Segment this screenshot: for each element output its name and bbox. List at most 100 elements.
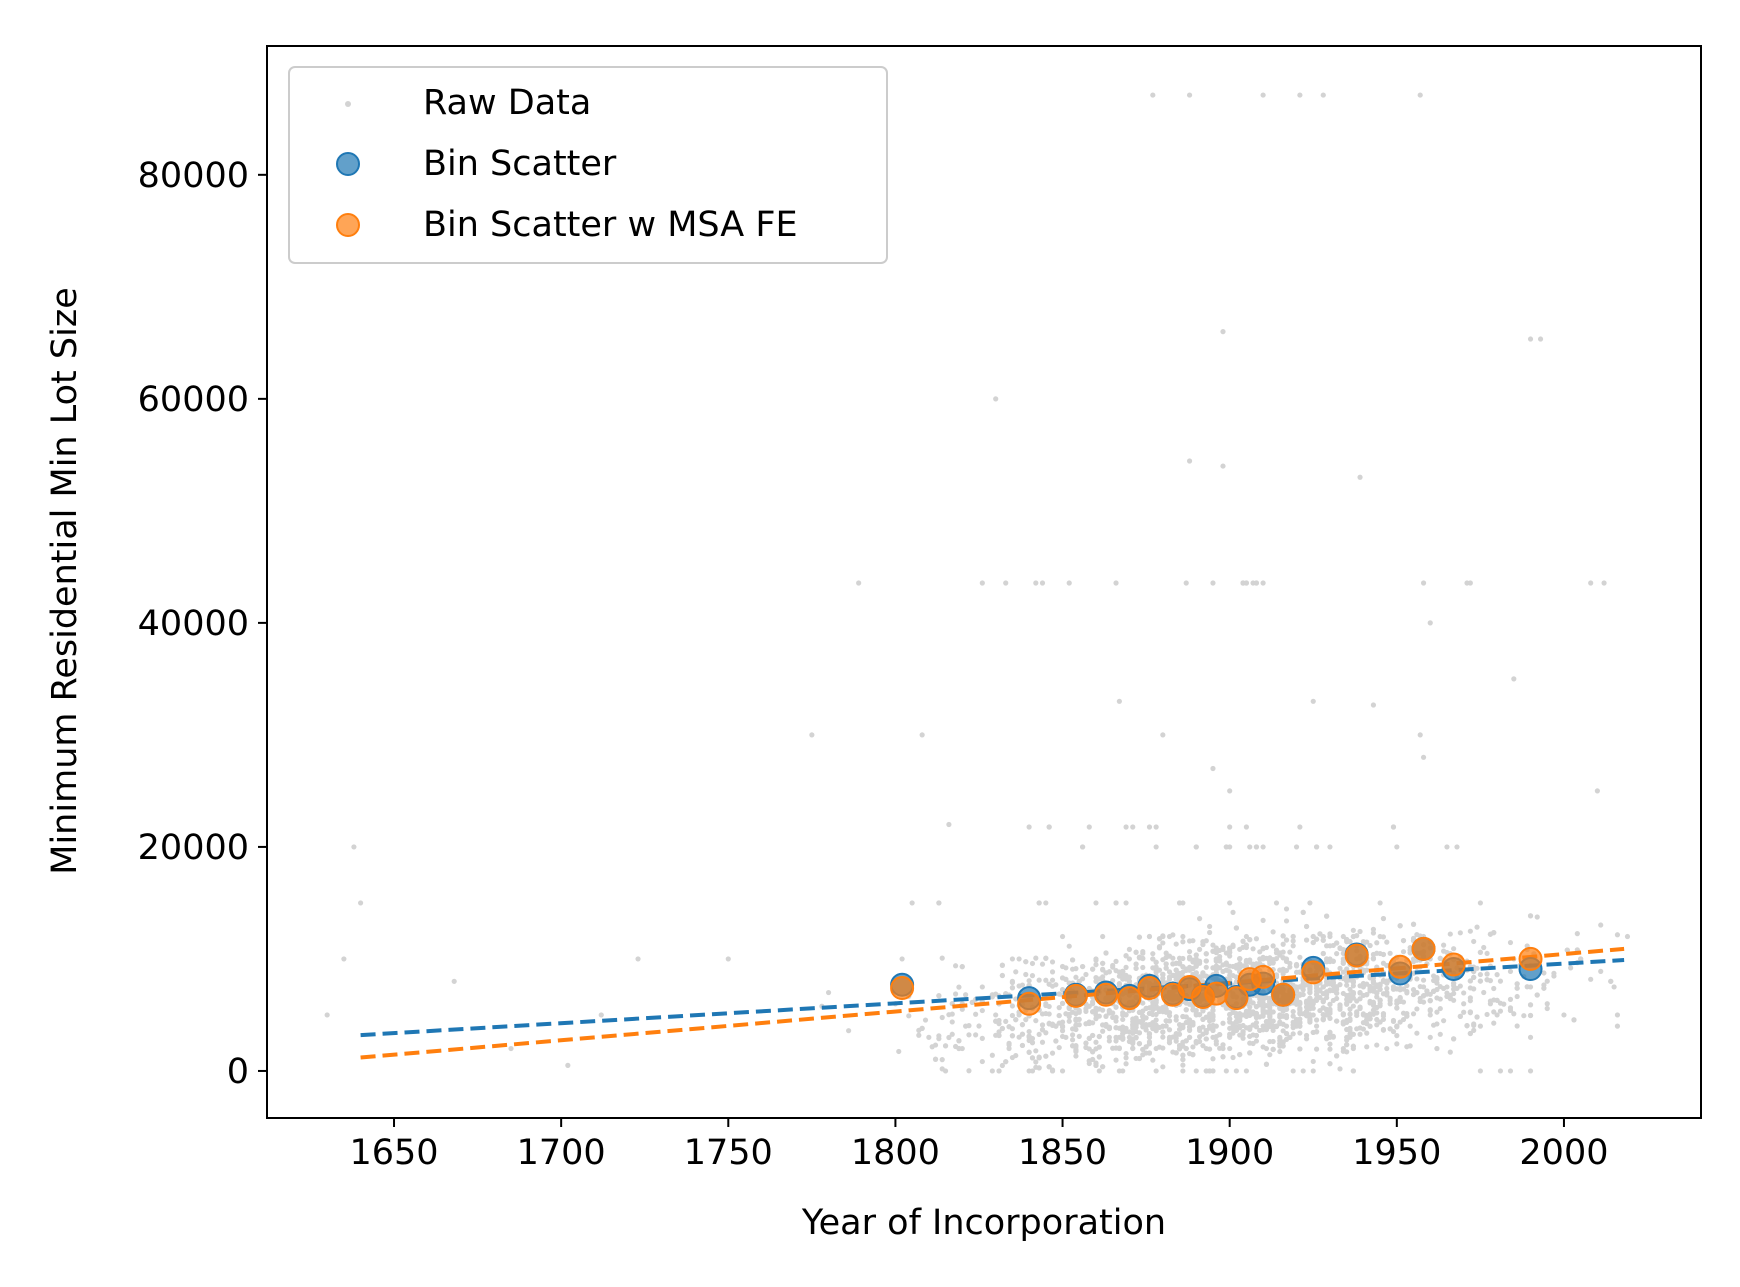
raw-data-point [1176, 955, 1183, 961]
raw-data-point [1123, 824, 1129, 830]
raw-data-point [1611, 984, 1617, 990]
raw-data-point [1370, 926, 1377, 932]
raw-data-point [1136, 1041, 1143, 1047]
raw-data-point [1471, 1022, 1477, 1028]
raw-data-point [1420, 984, 1427, 990]
raw-data-point [1197, 916, 1203, 922]
raw-data-point [1334, 940, 1340, 946]
raw-data-point [1427, 620, 1433, 626]
raw-data-point [1350, 989, 1356, 996]
raw-data-point [1367, 984, 1373, 990]
raw-data-point [1016, 956, 1022, 962]
raw-data-point [1230, 1054, 1236, 1061]
raw-data-point [949, 1031, 955, 1037]
raw-data-point [1457, 1013, 1463, 1019]
raw-data-point [1076, 1033, 1082, 1039]
raw-data-point [1263, 1019, 1270, 1025]
raw-data-point [1056, 991, 1062, 997]
raw-data-point [1043, 955, 1049, 961]
raw-data-point [1096, 1033, 1102, 1040]
raw-data-point [1006, 1024, 1012, 1030]
raw-data-point [1090, 999, 1096, 1005]
raw-data-point [1434, 986, 1440, 993]
raw-data-point [1033, 1048, 1039, 1054]
raw-data-point [1441, 1018, 1447, 1024]
bin-scatter-fe-point [1137, 976, 1162, 1001]
raw-data-point [1166, 1018, 1173, 1024]
raw-data-point [1307, 1019, 1313, 1025]
raw-data-point [1183, 1007, 1189, 1013]
raw-data-point [936, 900, 942, 906]
bin-scatter-fe-point [1251, 964, 1276, 989]
raw-data-point [1083, 1040, 1089, 1046]
raw-data-point [1166, 969, 1173, 975]
raw-data-point [1437, 1031, 1443, 1037]
raw-data-point [963, 1023, 969, 1029]
raw-data-point [1324, 979, 1330, 985]
raw-data-point [1253, 844, 1260, 850]
raw-data-point [1243, 959, 1249, 965]
raw-data-point [1170, 1034, 1176, 1040]
raw-data-point [1073, 974, 1079, 980]
raw-data-point [1494, 1012, 1500, 1018]
raw-data-point [1160, 972, 1166, 978]
raw-data-point [1360, 1011, 1366, 1017]
raw-data-point [1227, 945, 1233, 951]
y-tick-label: 20000 [138, 828, 249, 868]
raw-data-point [1059, 1028, 1066, 1034]
raw-data-point [1026, 1033, 1032, 1039]
raw-data-point [1354, 1026, 1360, 1032]
raw-data-point [1069, 966, 1076, 972]
raw-data-point [1601, 580, 1607, 586]
raw-data-point [1227, 949, 1233, 955]
raw-data-point [1474, 1014, 1480, 1020]
raw-data-point [1404, 1013, 1410, 1019]
raw-data-point [989, 1068, 995, 1074]
raw-data-point [1364, 939, 1370, 945]
raw-data-point [1213, 1038, 1219, 1044]
raw-data-point [1160, 1008, 1166, 1015]
raw-data-point [1417, 998, 1423, 1005]
raw-data-point [1297, 824, 1303, 830]
raw-data-point [1444, 844, 1450, 850]
raw-data-point [1541, 970, 1547, 976]
bin-scatter-fe-point [1224, 986, 1249, 1011]
raw-data-point [1140, 955, 1146, 962]
raw-data-point [1227, 969, 1233, 975]
raw-data-point [1283, 1031, 1290, 1037]
raw-data-point [1213, 956, 1219, 962]
raw-data-point [1524, 984, 1530, 990]
raw-data-point [1307, 998, 1313, 1004]
raw-data-point [1120, 972, 1126, 978]
raw-data-point [1347, 1017, 1353, 1023]
raw-data-point [1357, 474, 1363, 480]
raw-data-point [1106, 1034, 1112, 1040]
raw-data-point [1176, 1042, 1183, 1049]
raw-data-point [1190, 1007, 1196, 1013]
raw-data-point [1297, 954, 1303, 960]
y-axis: 0 20000 40000 60000 80000 [138, 156, 267, 1092]
raw-data-point [1561, 1012, 1567, 1018]
raw-data-point [1210, 580, 1216, 586]
raw-data-point [1313, 1046, 1320, 1052]
raw-data-point [1059, 1024, 1066, 1030]
raw-data-point [1203, 1036, 1209, 1042]
raw-data-point [1461, 1009, 1467, 1015]
raw-data-point [1243, 1068, 1249, 1074]
raw-data-point [1390, 1018, 1397, 1025]
raw-data-point [1033, 1059, 1039, 1065]
raw-data-point [1039, 580, 1046, 586]
raw-data-point [1197, 946, 1203, 952]
raw-data-point [996, 1032, 1002, 1039]
raw-data-point [1390, 824, 1397, 830]
raw-data-point [1136, 1009, 1143, 1015]
raw-data-point [1260, 955, 1266, 961]
raw-data-point [1451, 980, 1457, 986]
raw-data-point [1344, 1049, 1350, 1055]
raw-data-point [1253, 936, 1260, 942]
raw-data-point [1467, 1030, 1473, 1037]
raw-data-point [1069, 1032, 1076, 1038]
raw-data-point [1019, 1042, 1026, 1049]
x-axis-title: Year of Incorporation [801, 1203, 1166, 1243]
raw-data-point [1374, 994, 1380, 1000]
